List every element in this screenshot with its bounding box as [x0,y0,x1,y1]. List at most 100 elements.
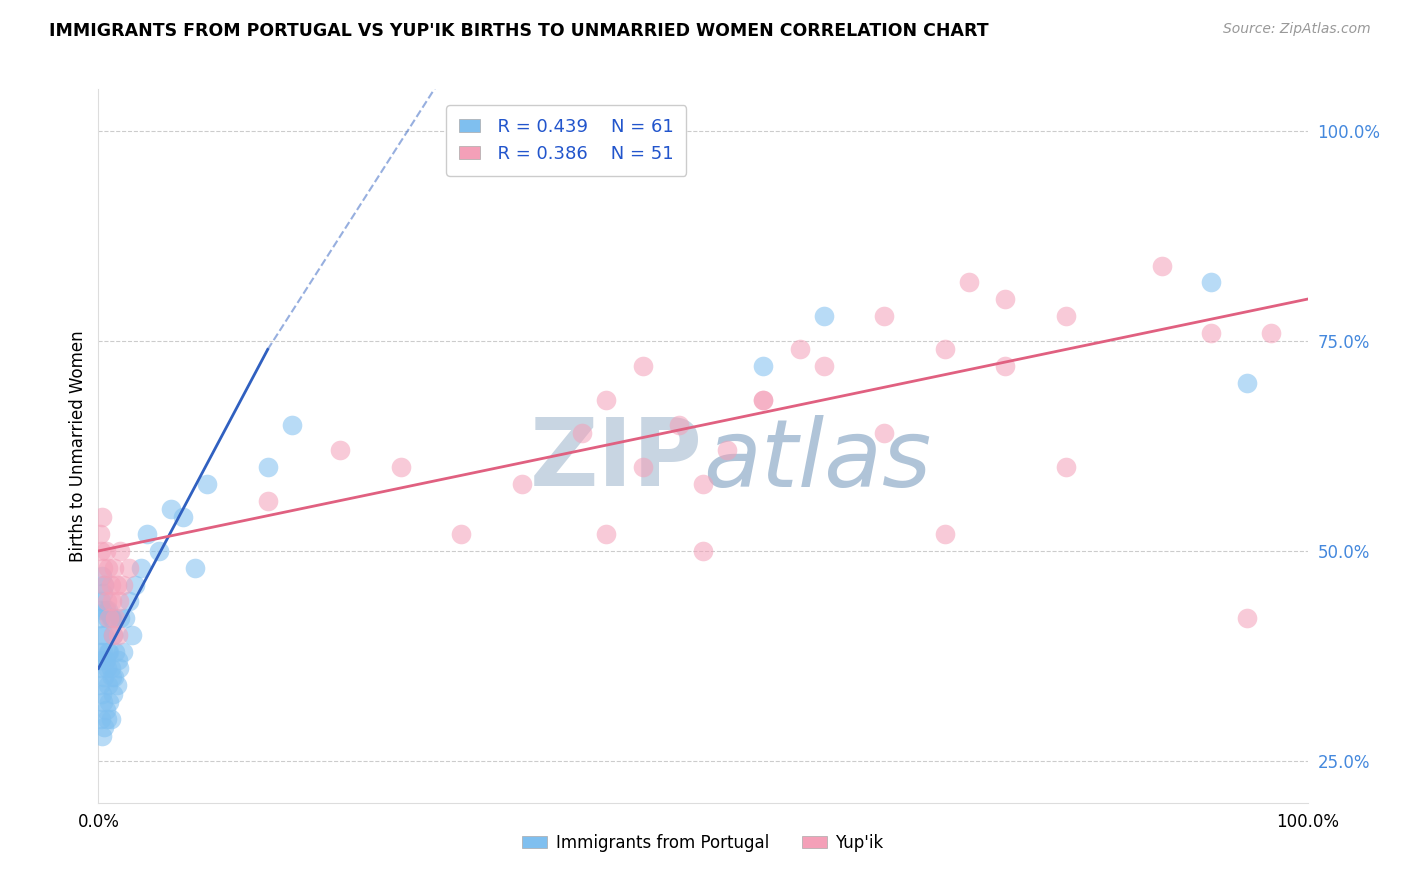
Point [96,594,118,608]
Y-axis label: Births to Unmarried Women: Births to Unmarried Women [69,330,87,562]
Point [101,628,124,642]
Point [100,594,122,608]
Point [994,292,1017,306]
Point [329,443,352,458]
Point [994,359,1017,374]
Point [94,544,117,558]
Point [107,628,129,642]
Point [90,628,112,642]
Point [114,611,136,625]
Point [752,392,775,407]
Point [124,577,146,591]
Point [91,645,114,659]
Point [595,392,617,407]
Point [90,544,112,558]
Point [256,493,278,508]
Point [108,594,131,608]
Point [100,661,122,675]
Point [873,309,896,323]
Point [631,460,654,475]
Point [135,527,157,541]
Point [100,670,122,684]
Point [93,577,115,591]
Point [160,502,183,516]
Point [813,359,835,374]
Point [94,603,117,617]
Point [104,645,127,659]
Point [100,611,122,625]
Point [256,460,278,475]
Point [172,510,194,524]
Point [118,594,141,608]
Point [934,527,956,541]
Text: IMMIGRANTS FROM PORTUGAL VS YUP'IK BIRTHS TO UNMARRIED WOMEN CORRELATION CHART: IMMIGRANTS FROM PORTUGAL VS YUP'IK BIRTH… [49,22,988,40]
Point [595,527,617,541]
Point [89,645,111,659]
Point [98,695,121,709]
Point [97,603,120,617]
Point [129,560,152,574]
Point [957,275,980,289]
Point [389,460,412,475]
Point [90,661,112,675]
Point [184,560,207,574]
Point [668,417,690,432]
Point [100,611,122,625]
Point [1152,259,1174,273]
Point [105,678,128,692]
Point [91,586,114,600]
Point [93,628,115,642]
Point [103,670,125,684]
Point [97,560,120,574]
Point [1199,326,1222,340]
Point [111,577,134,591]
Point [89,611,111,625]
Point [103,560,125,574]
Point [98,645,121,659]
Point [96,661,118,675]
Point [98,611,121,625]
Point [631,359,654,374]
Point [692,544,714,558]
Point [450,527,472,541]
Point [100,712,122,726]
Point [101,628,124,642]
Point [1054,460,1077,475]
Point [93,577,115,591]
Point [96,712,118,726]
Point [101,687,124,701]
Point [93,670,115,684]
Point [108,544,131,558]
Text: ZIP: ZIP [530,414,703,507]
Point [934,343,956,357]
Point [1199,275,1222,289]
Point [94,703,117,717]
Point [108,661,131,675]
Point [90,594,112,608]
Point [1236,376,1258,390]
Point [97,645,120,659]
Point [91,653,114,667]
Point [510,476,533,491]
Point [789,343,811,357]
Point [692,476,714,491]
Point [813,309,835,323]
Point [97,678,120,692]
Point [96,611,118,625]
Point [91,729,114,743]
Text: Source: ZipAtlas.com: Source: ZipAtlas.com [1223,22,1371,37]
Point [93,720,115,734]
Point [281,417,304,432]
Point [111,645,134,659]
Point [91,687,114,701]
Point [90,712,112,726]
Point [91,569,114,583]
Point [91,603,114,617]
Legend: Immigrants from Portugal, Yup'ik: Immigrants from Portugal, Yup'ik [516,828,890,859]
Point [89,678,111,692]
Point [873,426,896,441]
Point [1236,611,1258,625]
Point [100,577,122,591]
Point [105,577,128,591]
Point [1054,309,1077,323]
